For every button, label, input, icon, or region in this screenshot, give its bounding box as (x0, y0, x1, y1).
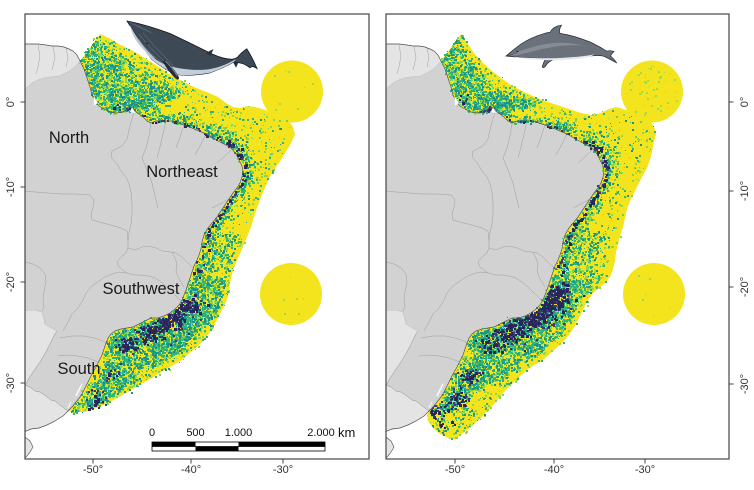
svg-text:-40°: -40° (544, 464, 564, 476)
svg-text:1.000: 1.000 (225, 427, 253, 439)
svg-text:North: North (49, 129, 89, 147)
svg-text:0°: 0° (739, 97, 751, 108)
svg-text:-30°: -30° (635, 464, 655, 476)
svg-text:0: 0 (149, 427, 155, 439)
svg-text:500: 500 (186, 427, 204, 439)
svg-text:-10°: -10° (739, 181, 751, 201)
svg-text:-20°: -20° (739, 277, 751, 297)
svg-text:Southwest: Southwest (102, 280, 179, 298)
svg-text:-20°: -20° (5, 272, 17, 292)
svg-text:Northeast: Northeast (146, 163, 218, 181)
svg-text:-30°: -30° (739, 374, 751, 394)
svg-text:-30°: -30° (273, 464, 293, 476)
svg-text:-10°: -10° (5, 177, 17, 197)
svg-text:-50°: -50° (445, 464, 465, 476)
svg-text:-40°: -40° (181, 464, 201, 476)
svg-text:2.000: 2.000 (307, 427, 335, 439)
svg-text:-30°: -30° (5, 373, 17, 393)
svg-text:km: km (338, 425, 355, 440)
svg-text:0°: 0° (5, 97, 17, 108)
svg-text:South: South (57, 360, 100, 378)
svg-text:-50°: -50° (83, 464, 103, 476)
